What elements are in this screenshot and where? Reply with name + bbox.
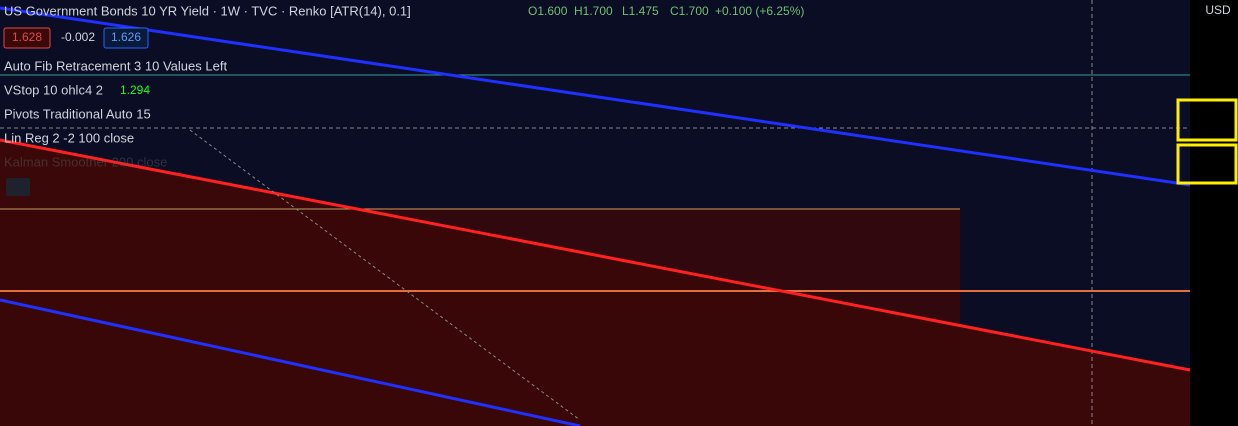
- ohlc-close: C1.700: [670, 4, 709, 18]
- price-axis: [1190, 0, 1238, 426]
- indicator[interactable]: Auto Fib Retracement 3 10 Values Left: [4, 58, 227, 73]
- ohlc-open: O1.600: [528, 4, 568, 18]
- channel-line: [0, 6, 1191, 187]
- indicator[interactable]: VStop 10 ohlc4 2: [4, 82, 103, 97]
- ohlc-change: +0.100 (+6.25%): [715, 4, 804, 18]
- highlight: [1176, 98, 1238, 142]
- indicator-value: 1.294: [120, 83, 150, 97]
- ask-box[interactable]: [103, 27, 149, 49]
- regression-line: [0, 138, 1191, 372]
- ohlc-low: L1.475: [622, 4, 659, 18]
- bid: 1.628: [12, 30, 42, 44]
- highlight: [1176, 143, 1238, 185]
- indicator[interactable]: Pivots Traditional Auto 15: [4, 106, 151, 121]
- chart-title: US Government Bonds 10 YR Yield · 1W · T…: [4, 3, 411, 18]
- indicator[interactable]: Lin Reg 2 -2 100 close: [4, 130, 134, 145]
- channel-line: [0, 298, 581, 426]
- ask: 1.626: [111, 30, 141, 44]
- pivot-zone: [0, 208, 960, 426]
- ohlc-high: H1.700: [574, 4, 613, 18]
- indicator[interactable]: Kalman Smoother 200 close: [4, 154, 167, 169]
- spread: -0.002: [61, 30, 95, 44]
- bid-box[interactable]: [3, 27, 51, 49]
- currency[interactable]: USD: [1205, 3, 1231, 17]
- collapse-button[interactable]: [6, 178, 30, 196]
